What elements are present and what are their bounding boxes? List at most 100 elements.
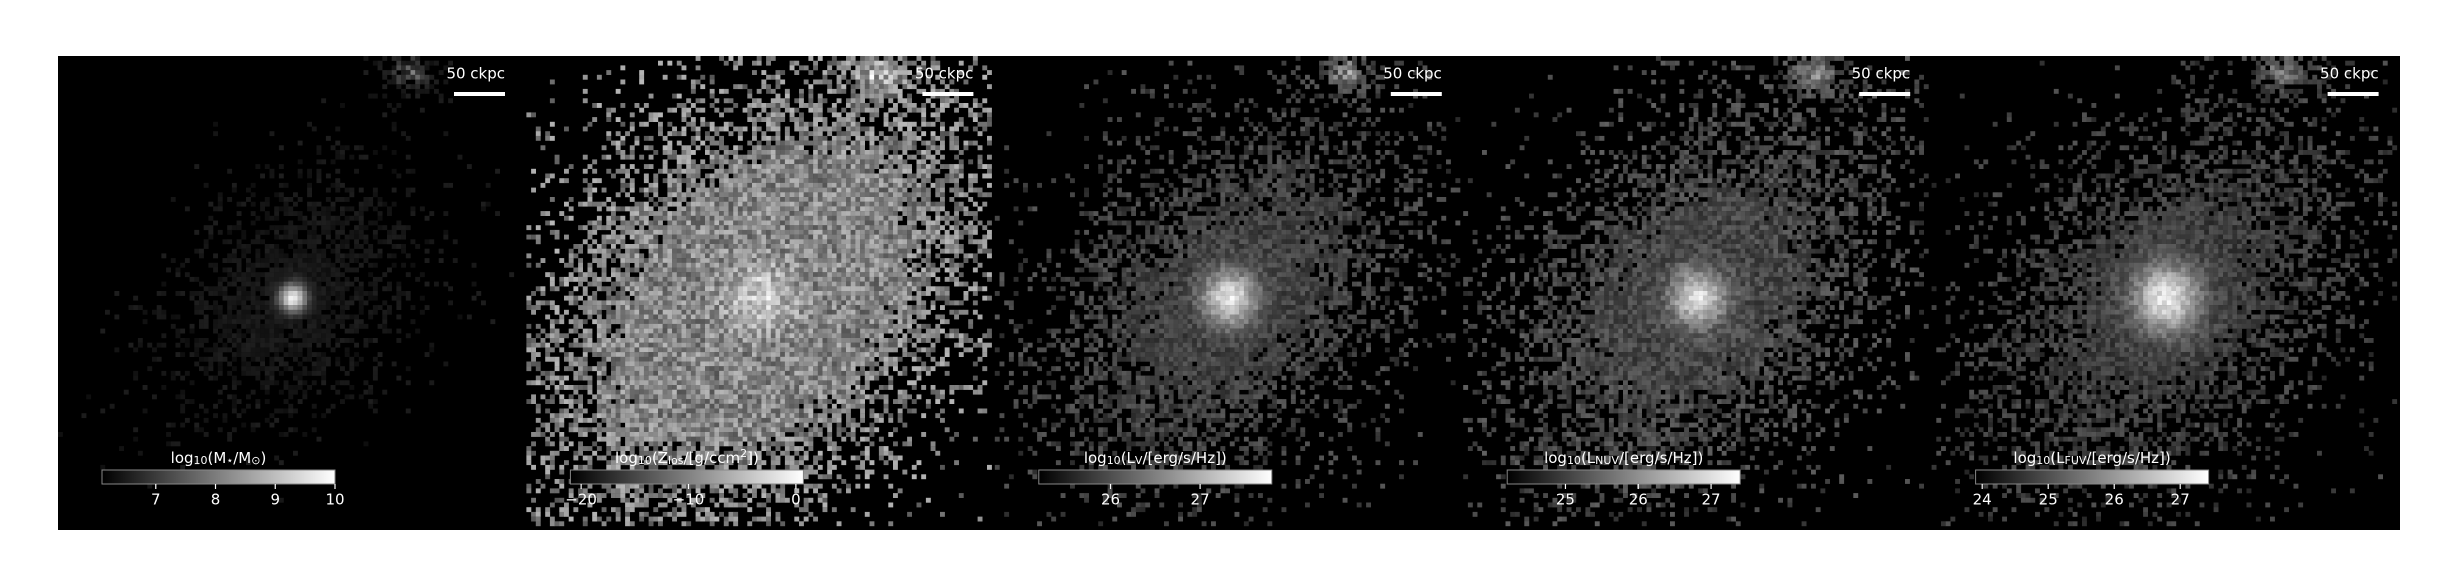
pixel xyxy=(634,103,640,108)
pixel xyxy=(203,300,209,306)
pixel xyxy=(316,145,322,151)
pixel xyxy=(222,342,228,348)
pixel xyxy=(803,234,809,240)
pixel xyxy=(817,182,823,188)
pixel xyxy=(601,272,607,278)
pixel xyxy=(662,229,668,235)
pixel xyxy=(709,309,715,315)
pixel xyxy=(340,309,345,315)
pixel xyxy=(940,93,945,99)
pixel xyxy=(690,164,696,169)
pixel xyxy=(714,229,720,235)
pixel xyxy=(340,305,345,310)
pixel xyxy=(592,229,598,235)
pixel xyxy=(255,319,261,325)
pixel xyxy=(643,239,649,245)
pixel xyxy=(634,248,640,254)
pixel xyxy=(681,126,687,132)
pixel xyxy=(302,370,308,376)
pixel xyxy=(728,253,734,259)
pixel xyxy=(916,234,922,240)
pixel xyxy=(766,112,771,118)
pixel xyxy=(883,65,889,71)
pixel xyxy=(255,253,261,259)
pixel xyxy=(509,272,515,278)
pixel xyxy=(405,380,411,386)
pixel xyxy=(213,131,218,137)
pixel xyxy=(667,253,673,259)
pixel xyxy=(902,197,908,202)
pixel xyxy=(278,319,284,325)
pixel xyxy=(363,441,369,447)
pixel xyxy=(756,154,762,160)
pixel xyxy=(615,145,621,151)
pixel xyxy=(911,253,917,259)
pixel xyxy=(535,323,541,329)
pixel xyxy=(737,319,743,325)
pixel xyxy=(278,497,284,503)
pixel xyxy=(401,234,406,240)
pixel xyxy=(658,272,663,278)
pixel xyxy=(784,206,790,212)
pixel xyxy=(827,187,833,193)
pixel xyxy=(391,126,397,132)
pixel xyxy=(766,244,771,249)
pixel xyxy=(719,309,724,315)
pixel-map xyxy=(58,56,515,503)
pixel xyxy=(681,112,687,118)
pixel xyxy=(147,366,153,372)
pixel xyxy=(775,244,781,249)
pixel xyxy=(559,178,565,184)
pixel xyxy=(302,291,308,296)
pixel xyxy=(340,229,345,235)
pixel xyxy=(916,272,922,278)
pixel xyxy=(780,206,786,212)
pixel xyxy=(288,295,294,301)
pixel xyxy=(794,300,800,306)
pixel xyxy=(114,314,120,320)
pixel xyxy=(977,220,983,226)
pixel xyxy=(878,84,884,90)
pixel xyxy=(944,295,950,301)
pixel xyxy=(250,333,256,339)
pixel xyxy=(831,319,837,325)
pixel xyxy=(836,295,842,301)
pixel xyxy=(344,300,350,306)
pixel xyxy=(742,182,748,188)
pixel xyxy=(883,135,889,141)
pixel xyxy=(742,164,748,169)
pixel xyxy=(208,455,214,461)
pixel xyxy=(921,173,927,179)
pixel xyxy=(766,286,771,292)
pixel xyxy=(846,229,851,235)
pixel xyxy=(874,65,880,71)
pixel xyxy=(954,281,959,287)
pixel xyxy=(189,276,195,282)
pixel xyxy=(255,352,261,357)
colorbar-tick-label: 8 xyxy=(211,491,221,509)
pixel xyxy=(695,300,701,306)
pixel xyxy=(723,272,729,278)
pixel xyxy=(954,187,959,193)
pixel xyxy=(344,187,350,193)
pixel xyxy=(709,74,715,80)
pixel xyxy=(855,154,861,160)
pixel xyxy=(747,168,753,174)
pixel xyxy=(629,182,635,188)
pixel xyxy=(963,192,969,198)
pixel xyxy=(930,220,936,226)
pixel xyxy=(784,234,790,240)
pixel xyxy=(236,380,242,386)
pixel xyxy=(250,356,256,362)
pixel xyxy=(255,370,261,376)
pixel xyxy=(592,201,598,207)
pixel xyxy=(822,258,828,263)
pixel xyxy=(874,112,880,118)
pixel xyxy=(658,281,663,287)
pixel xyxy=(883,281,889,287)
pixel xyxy=(907,206,912,212)
pixel xyxy=(236,211,242,216)
pixel xyxy=(737,56,743,61)
pixel xyxy=(878,258,884,263)
pixel xyxy=(545,178,551,184)
